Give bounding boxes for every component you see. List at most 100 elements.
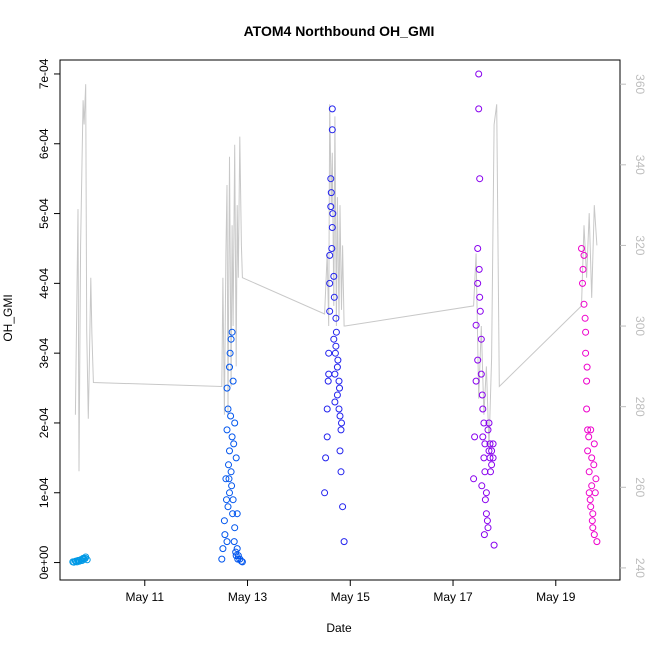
x-tick-label: May 19 [536, 590, 576, 604]
data-point [579, 265, 587, 273]
data-point [328, 105, 336, 113]
data-point [484, 426, 492, 434]
data-point [480, 454, 488, 462]
data-point [228, 482, 236, 490]
data-point [328, 224, 336, 231]
data-point [588, 454, 596, 462]
data-point [586, 496, 594, 504]
series-0 [69, 553, 91, 566]
data-point [226, 363, 233, 371]
data-point [476, 307, 484, 315]
data-point [327, 189, 335, 197]
data-point [486, 440, 494, 448]
data-point [578, 245, 585, 252]
data-point [484, 524, 492, 532]
data-point [327, 203, 335, 211]
data-point [227, 412, 235, 420]
data-point [330, 293, 338, 301]
data-point [338, 419, 345, 427]
data-point [470, 475, 478, 483]
data-point [472, 377, 480, 385]
data-point [481, 440, 489, 448]
data-point [332, 342, 340, 350]
data-point [224, 405, 232, 413]
data-point [472, 321, 480, 329]
data-point [234, 555, 242, 563]
x-axis: May 11 May 13 May 15 May 17 May 19 [126, 580, 576, 604]
data-point [324, 377, 332, 385]
y2-tick-label: 320 [633, 235, 647, 255]
x-tick-label: May 13 [228, 590, 268, 604]
data-point [581, 314, 589, 322]
data-point [585, 489, 593, 497]
data-point [487, 468, 494, 476]
x-tick-label: May 17 [433, 590, 473, 604]
data-point [326, 307, 334, 315]
data-point [228, 328, 236, 336]
data-point [582, 349, 590, 357]
data-point [326, 279, 334, 287]
data-point [476, 175, 484, 183]
data-point [579, 279, 586, 287]
data-point [337, 426, 345, 434]
data-point [584, 447, 592, 455]
data-point [580, 300, 588, 308]
data-point [226, 349, 234, 357]
y-tick-label: 3e-04 [37, 337, 51, 368]
data-point [485, 447, 493, 455]
data-point [481, 496, 489, 504]
data-point [477, 335, 485, 343]
y-tick-label: 5e-04 [37, 198, 51, 229]
data-point [587, 503, 595, 511]
data-point [475, 70, 483, 78]
y2-tick-label: 340 [633, 155, 647, 175]
data-point [75, 557, 83, 564]
data-point [482, 510, 490, 518]
data-point [479, 405, 487, 413]
data-point [225, 475, 233, 483]
data-point [587, 426, 595, 434]
data-point [474, 356, 482, 364]
data-point [583, 363, 591, 371]
data-point [332, 328, 340, 336]
data-point [326, 251, 334, 259]
data-point [585, 433, 593, 441]
data-point [480, 419, 488, 427]
data-point [328, 245, 336, 252]
data-point [328, 126, 336, 134]
data-point [489, 440, 497, 448]
series-3 [470, 70, 498, 549]
data-point [477, 370, 485, 378]
data-point [489, 454, 497, 462]
data-point [486, 454, 494, 462]
data-point [221, 531, 229, 539]
data-point [335, 377, 343, 385]
data-point [336, 384, 343, 392]
data-point [340, 538, 348, 546]
data-point [333, 363, 341, 371]
scatter-points [69, 70, 601, 566]
data-point [330, 272, 338, 280]
data-point [471, 433, 479, 441]
data-point [331, 370, 339, 378]
data-point [589, 510, 597, 518]
y-tick-label: 7e-04 [37, 58, 51, 89]
data-point [237, 557, 245, 565]
data-point [582, 328, 590, 336]
data-point [83, 556, 91, 564]
series-4 [578, 245, 601, 546]
data-point [334, 356, 342, 364]
y2-tick-label: 360 [633, 74, 647, 94]
data-point [339, 503, 347, 511]
data-point [228, 433, 236, 441]
data-point [323, 433, 331, 441]
data-point [333, 391, 341, 399]
data-point [474, 245, 482, 252]
data-point [589, 524, 597, 532]
y-tick-label: 0e+00 [37, 545, 51, 579]
data-point [230, 538, 238, 546]
series-1 [218, 328, 246, 566]
data-point [580, 251, 588, 259]
data-point [593, 538, 601, 546]
data-point [72, 557, 80, 565]
